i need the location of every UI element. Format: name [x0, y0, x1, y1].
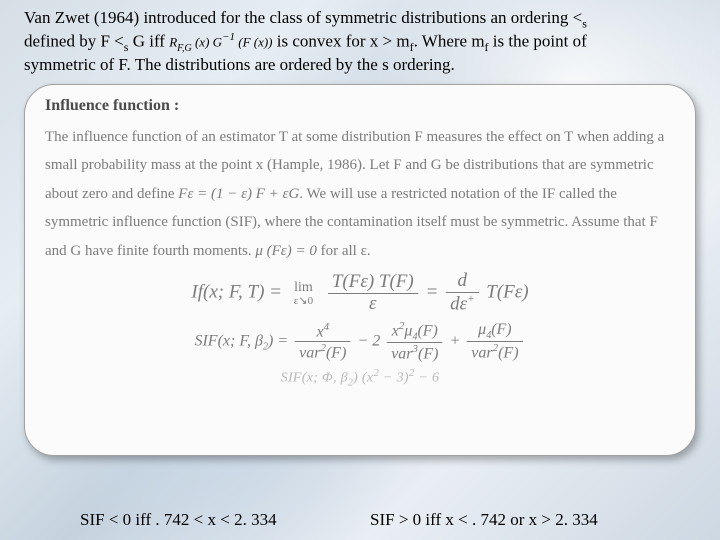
eq1-midnum: T(Fε) T(F) — [328, 272, 418, 294]
intro-line2d: . Where m — [414, 32, 485, 51]
intro-text: Van Zwet (1964) introduced for the class… — [24, 8, 696, 76]
body-math1: Fε = (1 − ε) F + εG — [178, 186, 299, 202]
bottom-row: SIF < 0 iff . 742 < x < 2. 334 SIF > 0 i… — [0, 510, 720, 530]
intro-line2e: is the point of — [489, 32, 587, 51]
equation-sif: SIF(x; F, β2) = x4 var2(F) − 2 x2μ4(F) v… — [45, 320, 675, 363]
intro-math-tail: (x) G — [192, 35, 222, 50]
eq1-midden: ε — [328, 294, 418, 315]
intro-math-R: R — [169, 35, 177, 50]
eq1-lhs: If(x; F, T) = — [191, 282, 286, 303]
panel-title: Influence function : — [45, 97, 675, 115]
sif-positive: SIF > 0 iff x < . 742 or x > 2. 334 — [370, 510, 660, 530]
eq1-lim-sub: ε↘0 — [290, 295, 317, 307]
eq2-t1den: var2(F) — [295, 342, 350, 362]
eq1-eq: = — [425, 282, 443, 303]
eq1-rnum: d — [446, 271, 478, 293]
eq1-rtail: T(Fε) — [486, 282, 528, 303]
equation-if: If(x; F, T) = lim ε↘0 T(Fε) T(F) ε = d d… — [45, 271, 675, 315]
eq2-lhsb: ) = — [268, 332, 292, 349]
eq2-t3num: μ4(F) — [467, 321, 522, 342]
intro-line2c: is convex for x > m — [273, 32, 410, 51]
intro-line2a: defined by F < — [24, 32, 124, 51]
eq2-t2den: var3(F) — [387, 343, 442, 363]
eq2-row2c: − 3) — [379, 371, 409, 386]
intro-math-Rsub: F,G — [177, 43, 192, 54]
eq2-row2b: ) (x — [353, 371, 373, 386]
sif-negative: SIF < 0 iff . 742 < x < 2. 334 — [80, 510, 370, 530]
body-c: for all ε. — [317, 243, 371, 259]
equation-sif-phi: SIF(x; Φ, β2) (x2 − 3)2 − 6 — [45, 367, 675, 388]
intro-line3: symmetric of F. The distributions are or… — [24, 55, 455, 74]
eq2-row2a: SIF(x; Φ, β — [281, 371, 348, 386]
eq1-rden: dε+ — [446, 293, 478, 315]
body-math2: μ (Fε) = 0 — [255, 243, 316, 259]
eq1-lim: lim — [290, 280, 317, 295]
eq2-plus: + — [449, 332, 464, 349]
intro-math-tail2: (F (x)) — [235, 35, 273, 50]
intro-line1-sub: s — [582, 16, 587, 30]
intro-line1a: Van Zwet (1964) introduced for the class… — [24, 8, 582, 27]
influence-panel: Influence function : The influence funct… — [24, 84, 696, 456]
intro-line2b: G iff — [128, 32, 169, 51]
eq2-t2num: x2μ4(F) — [387, 320, 442, 344]
slide: Van Zwet (1964) introduced for the class… — [0, 0, 720, 540]
eq2-t3den: var2(F) — [467, 342, 522, 362]
eq2-minus: − 2 — [357, 332, 380, 349]
panel-body: The influence function of an estimator T… — [45, 123, 675, 266]
eq2-row2d: − 6 — [415, 371, 440, 386]
eq2-lhs: SIF(x; F, β — [194, 332, 263, 349]
eq2-t1num: x4 — [295, 321, 350, 342]
intro-math-sup: −1 — [222, 31, 235, 43]
